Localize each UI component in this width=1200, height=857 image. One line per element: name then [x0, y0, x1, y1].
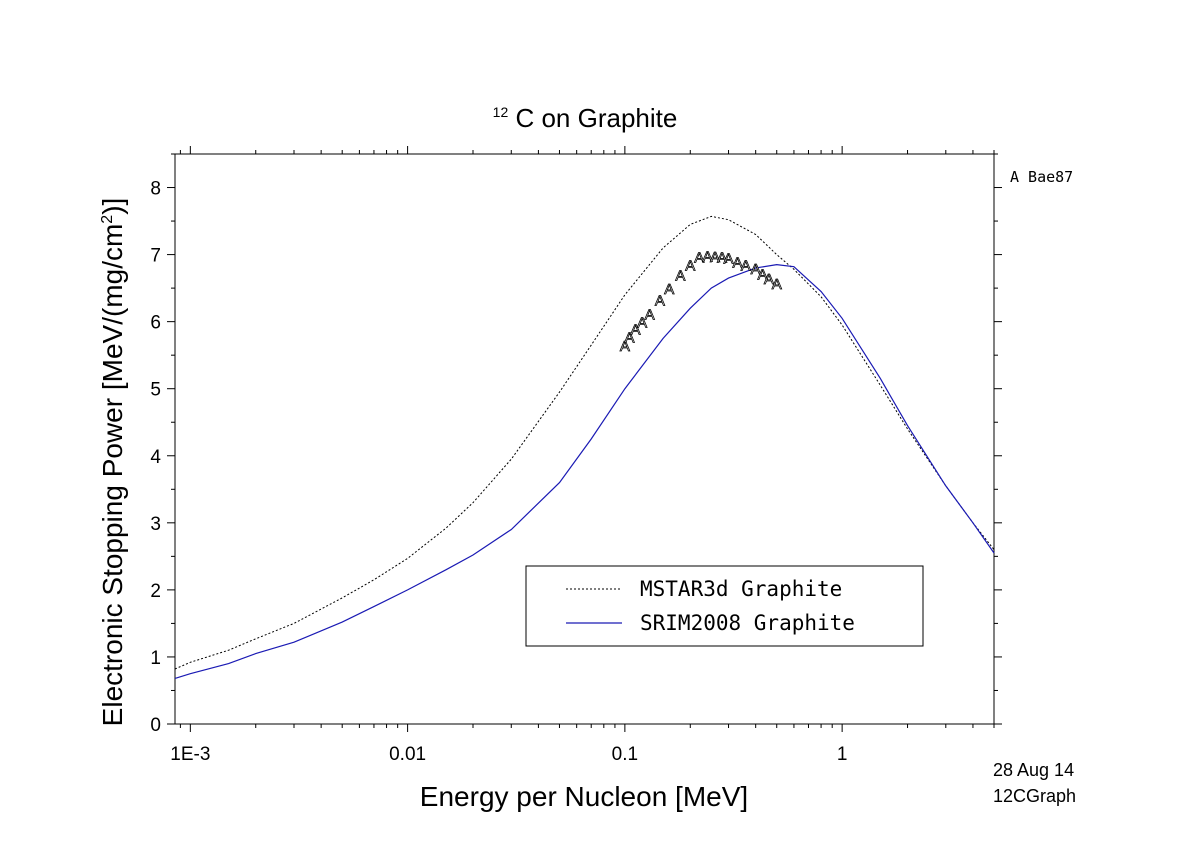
experimental-point-marker: A: [645, 307, 655, 324]
experimental-point-marker: A: [764, 271, 774, 288]
chart-title-text: C on Graphite: [515, 103, 677, 133]
experimental-point-marker: A: [637, 315, 647, 332]
data-key-label: A Bae87: [1010, 168, 1073, 186]
experimental-point-marker: A: [741, 258, 751, 275]
experimental-point-marker: A: [710, 249, 720, 266]
date-label: 28 Aug 14: [993, 760, 1074, 780]
y-tick-label: 8: [150, 179, 161, 200]
experimental-point-marker: A: [757, 266, 767, 283]
series-line-mstar3d: [174, 215, 995, 670]
plot-frame: [174, 153, 995, 725]
legend-label-srim: SRIM2008 Graphite: [640, 611, 855, 635]
series-layer: [174, 215, 995, 679]
experimental-point-marker: A: [717, 250, 727, 267]
x-tick-label: 0.01: [389, 744, 426, 765]
y-tick-label: 4: [150, 447, 161, 468]
experimental-point-marker: A: [631, 321, 641, 338]
experimental-point-marker: A: [685, 258, 695, 275]
y-tick-label: 1: [150, 648, 161, 669]
chart-title-superscript: 12: [493, 104, 509, 120]
x-tick-label: 1E-3: [170, 744, 210, 765]
experimental-point-marker: A: [664, 281, 674, 298]
y-axis-label-text: Electronic Stopping Power [MeV/(mg/cm: [97, 224, 128, 727]
experimental-point-marker: A: [675, 268, 685, 285]
experimental-point-marker: A: [733, 254, 743, 271]
legend: MSTAR3d Graphite SRIM2008 Graphite: [525, 565, 924, 647]
y-tick-label: 2: [150, 581, 161, 602]
experimental-point-marker: A: [694, 250, 704, 267]
axis-tick-labels: 0 1 2 3 4 5 6 7 8 1E-3 0.01 0.1 1: [150, 179, 847, 765]
file-id-label: 12CGraph: [993, 786, 1076, 806]
y-tick-label: 6: [150, 313, 161, 334]
y-tick-label: 0: [150, 715, 161, 736]
y-tick-label: 5: [150, 380, 161, 401]
y-axis-label-superscript: 2: [99, 215, 116, 224]
legend-label-mstar: MSTAR3d Graphite: [640, 577, 842, 601]
experimental-point-marker: A: [724, 250, 734, 267]
axis-ticks: [167, 146, 1002, 732]
x-tick-label: 1: [837, 744, 848, 765]
experimental-point-marker: A: [620, 338, 630, 355]
y-axis-label: Electronic Stopping Power [MeV/(mg/cm2)]: [97, 198, 128, 727]
experimental-point-marker: A: [624, 329, 634, 346]
chart-title: 12 C on Graphite: [493, 93, 678, 133]
experimental-point-marker: A: [751, 261, 761, 278]
experimental-point-marker: A: [772, 276, 782, 293]
series-line-srim2008: [174, 263, 995, 679]
y-axis-label-suffix: )]: [97, 198, 128, 215]
y-tick-label: 7: [150, 246, 161, 267]
x-tick-label: 0.1: [612, 744, 638, 765]
experimental-point-marker: A: [655, 293, 665, 310]
experimental-point-marker: A: [702, 248, 712, 265]
x-axis-label: Energy per Nucleon [MeV]: [420, 781, 748, 812]
legend-box: [525, 565, 924, 647]
y-tick-label: 3: [150, 514, 161, 535]
